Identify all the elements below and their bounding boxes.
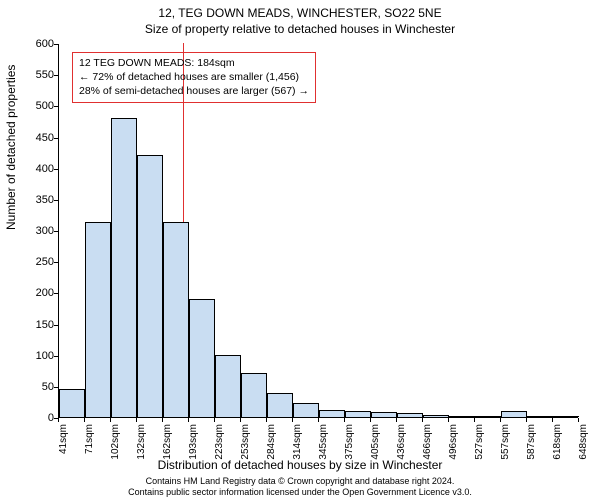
- histogram-bar: [423, 415, 449, 417]
- chart-title: 12, TEG DOWN MEADS, WINCHESTER, SO22 5NE: [0, 6, 600, 20]
- x-tick-mark: [58, 418, 59, 422]
- x-axis-label: Distribution of detached houses by size …: [0, 458, 600, 472]
- histogram-bar: [163, 222, 189, 417]
- histogram-bar: [527, 416, 553, 417]
- y-tick-mark: [54, 387, 58, 388]
- x-tick-mark: [318, 418, 319, 422]
- histogram-bar: [137, 155, 163, 417]
- histogram-bar: [267, 393, 293, 417]
- histogram-bar: [59, 389, 85, 417]
- x-tick-mark: [188, 418, 189, 422]
- license-text: Contains HM Land Registry data © Crown c…: [0, 476, 600, 498]
- histogram-bar: [215, 355, 241, 417]
- histogram-bar: [189, 299, 215, 417]
- y-tick-mark: [54, 44, 58, 45]
- annotation-line-2: ← 72% of detached houses are smaller (1,…: [79, 70, 309, 84]
- histogram-bar: [553, 416, 579, 417]
- y-tick-mark: [54, 106, 58, 107]
- y-tick-label: 450: [36, 132, 54, 144]
- y-tick-mark: [54, 200, 58, 201]
- histogram-bar: [501, 411, 527, 417]
- y-tick-label: 600: [36, 38, 54, 50]
- x-tick-mark: [396, 418, 397, 422]
- y-tick-label: 300: [36, 225, 54, 237]
- histogram-bar: [241, 373, 267, 417]
- x-tick-mark: [448, 418, 449, 422]
- histogram-bar: [293, 403, 319, 417]
- x-tick-mark: [110, 418, 111, 422]
- histogram-bar: [319, 410, 345, 417]
- x-tick-mark: [526, 418, 527, 422]
- x-tick-mark: [84, 418, 85, 422]
- x-tick-mark: [552, 418, 553, 422]
- histogram-bar: [397, 413, 423, 417]
- x-tick-mark: [240, 418, 241, 422]
- histogram-bar: [449, 416, 475, 417]
- y-tick-label: 550: [36, 69, 54, 81]
- x-tick-mark: [162, 418, 163, 422]
- y-tick-mark: [54, 356, 58, 357]
- x-tick-mark: [344, 418, 345, 422]
- histogram-bar: [475, 416, 501, 417]
- y-tick-mark: [54, 231, 58, 232]
- x-tick-mark: [474, 418, 475, 422]
- chart-subtitle: Size of property relative to detached ho…: [0, 22, 600, 36]
- y-tick-label: 250: [36, 256, 54, 268]
- y-tick-label: 150: [36, 319, 54, 331]
- x-tick-mark: [500, 418, 501, 422]
- x-tick-mark: [292, 418, 293, 422]
- y-axis-label: Number of detached properties: [4, 65, 18, 230]
- y-tick-label: 350: [36, 194, 54, 206]
- x-tick-mark: [136, 418, 137, 422]
- y-tick-mark: [54, 75, 58, 76]
- annotation-box: 12 TEG DOWN MEADS: 184sqm ← 72% of detac…: [72, 52, 316, 103]
- y-tick-mark: [54, 293, 58, 294]
- license-line-2: Contains public sector information licen…: [0, 487, 600, 498]
- y-tick-mark: [54, 138, 58, 139]
- chart-container: 12, TEG DOWN MEADS, WINCHESTER, SO22 5NE…: [0, 0, 600, 500]
- x-tick-mark: [422, 418, 423, 422]
- annotation-line-3: 28% of semi-detached houses are larger (…: [79, 84, 309, 98]
- histogram-bar: [345, 411, 371, 417]
- y-tick-label: 200: [36, 287, 54, 299]
- x-tick-mark: [214, 418, 215, 422]
- annotation-line-1: 12 TEG DOWN MEADS: 184sqm: [79, 56, 309, 70]
- x-tick-mark: [266, 418, 267, 422]
- x-tick-mark: [370, 418, 371, 422]
- y-tick-label: 500: [36, 100, 54, 112]
- y-tick-mark: [54, 325, 58, 326]
- y-tick-mark: [54, 262, 58, 263]
- y-tick-label: 50: [42, 381, 54, 393]
- y-tick-mark: [54, 169, 58, 170]
- histogram-bar: [371, 412, 397, 417]
- y-tick-label: 400: [36, 163, 54, 175]
- y-tick-label: 100: [36, 350, 54, 362]
- histogram-bar: [111, 118, 137, 417]
- histogram-bar: [85, 222, 111, 417]
- license-line-1: Contains HM Land Registry data © Crown c…: [0, 476, 600, 487]
- x-tick-mark: [578, 418, 579, 422]
